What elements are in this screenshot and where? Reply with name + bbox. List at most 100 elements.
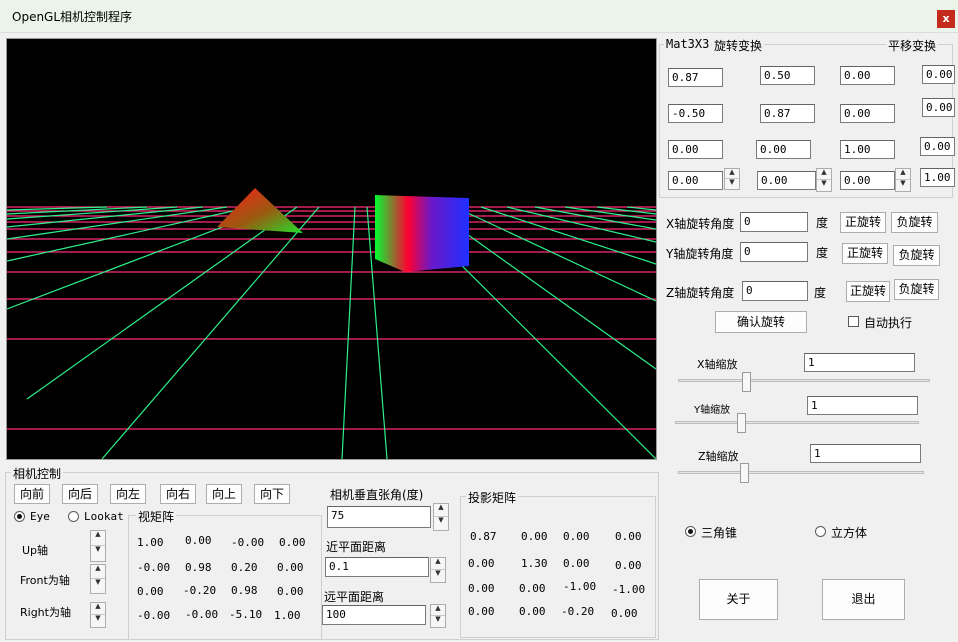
eye-label: Eye	[30, 510, 50, 523]
spin-up-icon[interactable]: ▲	[431, 558, 445, 570]
y-positive-rotate-button[interactable]: 正旋转	[842, 243, 888, 264]
spin-down-icon[interactable]: ▼	[95, 614, 101, 622]
y-scale-slider-thumb[interactable]	[736, 413, 746, 433]
mat-cell-2-1[interactable]: 0.00	[756, 140, 811, 159]
x-scale-slider-thumb[interactable]	[742, 372, 752, 392]
x-scale-slider-track[interactable]	[678, 379, 930, 382]
z-rotation-input[interactable]: 0	[742, 281, 808, 301]
projection-matrix-cell: 0.00	[519, 582, 546, 595]
spin-down-icon[interactable]: ▼	[435, 569, 441, 577]
view-matrix-cell: 0.00	[277, 585, 304, 598]
spin-down-icon[interactable]: ▼	[95, 578, 101, 586]
x-positive-rotate-button[interactable]: 正旋转	[840, 212, 886, 233]
spin-up-icon[interactable]: ▲	[91, 565, 105, 579]
spin-down-icon[interactable]: ▼	[95, 545, 101, 553]
z-rotation-label: Z轴旋转角度	[666, 286, 735, 300]
translation-cell-3[interactable]: 1.00	[920, 168, 955, 187]
spin-down-icon[interactable]: ▼	[729, 178, 735, 186]
spin-up-icon[interactable]: ▲	[91, 531, 105, 546]
translation-cell-2[interactable]: 0.00	[920, 137, 955, 156]
spin-up-icon[interactable]: ▲	[896, 169, 910, 180]
view-matrix-cell: 0.00	[279, 536, 306, 549]
mat-spinner-3-2[interactable]: ▲ ▼	[895, 168, 911, 192]
x-rotation-input[interactable]: 0	[740, 212, 808, 232]
projection-matrix-cell: 0.00	[615, 559, 642, 572]
mat-spinner-3-0[interactable]: ▲ ▼	[724, 168, 740, 190]
fov-input[interactable]: 75	[327, 506, 431, 528]
projection-matrix-label: 投影矩阵	[466, 489, 519, 506]
spin-down-icon[interactable]: ▼	[438, 516, 444, 524]
close-button[interactable]: x	[937, 10, 955, 28]
exit-button[interactable]: 退出	[822, 579, 905, 620]
mat-cell-0-1[interactable]: 0.50	[760, 66, 815, 85]
lookat-label: Lookat	[84, 510, 124, 523]
mat-label: Mat3X3	[664, 37, 712, 51]
near-plane-input[interactable]: 0.1	[325, 557, 429, 577]
rotation-transform-label: 旋转变换	[712, 37, 765, 54]
move-down-button[interactable]: 向下	[254, 484, 290, 504]
spin-down-icon[interactable]: ▼	[435, 615, 441, 623]
mat-cell-0-2[interactable]: 0.00	[840, 66, 895, 85]
spin-up-icon[interactable]: ▲	[725, 169, 739, 179]
z-rotation-unit: 度	[814, 286, 827, 300]
mat-cell-2-0[interactable]: 0.00	[668, 140, 723, 159]
mat-cell-1-1[interactable]: 0.87	[760, 104, 815, 123]
front-axis-label: Front为轴	[20, 574, 70, 587]
mat-cell-0-0[interactable]: 0.87	[668, 68, 723, 87]
y-scale-slider-track[interactable]	[675, 421, 919, 424]
auto-execute-checkbox[interactable]	[848, 316, 859, 327]
fov-spinner[interactable]: ▲ ▼	[433, 503, 449, 531]
right-axis-spinner[interactable]: ▲ ▼	[90, 602, 106, 628]
z-scale-input[interactable]: 1	[810, 444, 921, 463]
y-negative-rotate-button[interactable]: 负旋转	[893, 245, 940, 266]
z-scale-slider-thumb[interactable]	[740, 463, 750, 483]
near-plane-spinner[interactable]: ▲ ▼	[430, 557, 446, 583]
spin-down-icon[interactable]: ▼	[821, 179, 827, 187]
x-negative-rotate-button[interactable]: 负旋转	[891, 212, 938, 233]
translation-cell-0[interactable]: 0.00	[922, 65, 955, 84]
right-axis-label: Right为轴	[20, 606, 71, 619]
far-plane-spinner[interactable]: ▲ ▼	[430, 604, 446, 628]
eye-radio[interactable]	[14, 511, 25, 522]
scene-render	[7, 188, 656, 459]
projection-matrix-cell: 0.00	[519, 605, 546, 618]
move-right-button[interactable]: 向右	[160, 484, 196, 504]
mat-cell-3-0[interactable]: 0.00	[668, 171, 723, 190]
gl-viewport[interactable]	[6, 38, 657, 460]
front-axis-spinner[interactable]: ▲ ▼	[90, 564, 106, 594]
far-plane-input[interactable]: 100	[322, 605, 426, 625]
mat-cell-3-1[interactable]: 0.00	[757, 171, 816, 190]
move-left-button[interactable]: 向左	[110, 484, 146, 504]
floor-grid	[7, 206, 656, 459]
cube-radio[interactable]	[815, 526, 826, 537]
y-rotation-input[interactable]: 0	[740, 242, 808, 262]
spin-up-icon[interactable]: ▲	[91, 603, 105, 615]
spin-up-icon[interactable]: ▲	[431, 605, 445, 616]
x-scale-input[interactable]: 1	[804, 353, 915, 372]
translation-cell-1[interactable]: 0.00	[922, 98, 955, 117]
confirm-rotation-button[interactable]: 确认旋转	[715, 311, 807, 333]
spin-down-icon[interactable]: ▼	[900, 179, 906, 187]
projection-matrix-cell: -1.00	[563, 580, 597, 593]
z-negative-rotate-button[interactable]: 负旋转	[894, 279, 939, 300]
y-rotation-label: Y轴旋转角度	[666, 247, 734, 261]
lookat-radio[interactable]	[68, 511, 79, 522]
mat-cell-2-2[interactable]: 1.00	[840, 140, 895, 159]
x-scale-label: X轴缩放	[697, 358, 738, 371]
move-backward-button[interactable]: 向后	[62, 484, 98, 504]
mat-cell-1-0[interactable]: -0.50	[668, 104, 723, 123]
mat-cell-1-2[interactable]: 0.00	[840, 104, 895, 123]
mat-spinner-3-1[interactable]: ▲ ▼	[816, 168, 832, 192]
y-scale-input[interactable]: 1	[807, 396, 918, 415]
mat-cell-3-2[interactable]: 0.00	[840, 171, 895, 190]
up-axis-spinner[interactable]: ▲ ▼	[90, 530, 106, 562]
pyramid-radio[interactable]	[685, 526, 696, 537]
about-button[interactable]: 关于	[699, 579, 778, 620]
move-up-button[interactable]: 向上	[206, 484, 242, 504]
spin-up-icon[interactable]: ▲	[817, 169, 831, 180]
z-positive-rotate-button[interactable]: 正旋转	[846, 281, 890, 302]
spin-up-icon[interactable]: ▲	[434, 504, 448, 517]
move-forward-button[interactable]: 向前	[14, 484, 50, 504]
z-scale-slider-track[interactable]	[678, 471, 924, 474]
pyramid-label: 三角锥	[701, 526, 738, 540]
